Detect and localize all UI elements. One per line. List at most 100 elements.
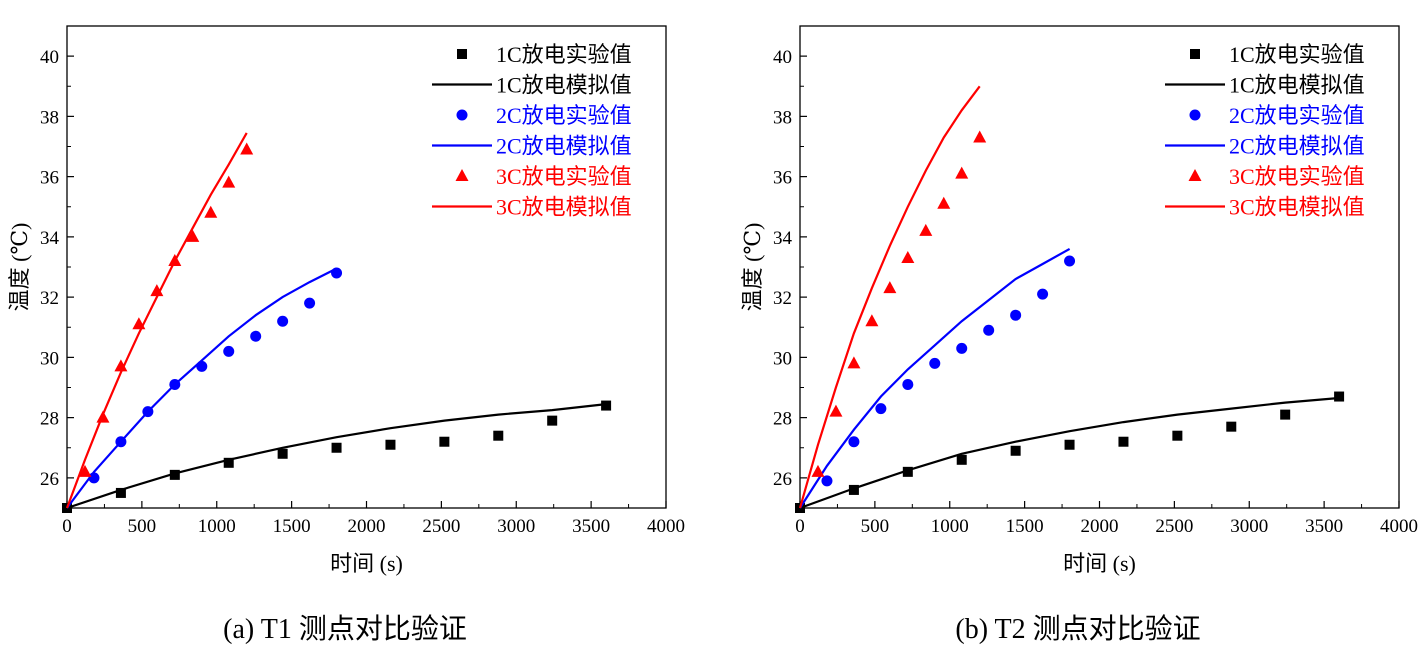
chart-a-data-point: [186, 229, 200, 242]
chart-a-data-point: [222, 175, 236, 188]
chart-a-y-tick-label: 26: [40, 469, 59, 490]
chart-a-x-tick-label: 3500: [572, 516, 610, 537]
chart-a-y-tick-label: 36: [40, 168, 59, 189]
chart-b-data-point: [901, 250, 915, 263]
chart-a-y-tick-label: 38: [40, 107, 59, 128]
chart-b-y-tick-label: 28: [773, 409, 792, 430]
chart-a-data-point: [493, 430, 504, 441]
chart-a-data-point: [240, 142, 254, 155]
chart-a-legend-marker: [457, 49, 467, 59]
chart-a-data-point: [331, 442, 342, 453]
chart-a-data-point: [114, 359, 128, 372]
chart-b-x-tick-label: 4000: [1380, 516, 1418, 537]
chart-b-data-point: [848, 436, 860, 448]
chart-b-data-point: [821, 475, 833, 487]
chart-a-y-tick-label: 34: [40, 228, 60, 249]
chart-b-x-tick-label: 0: [795, 516, 805, 537]
chart-b-y-axis-label: 温度 (℃): [740, 223, 765, 312]
chart-a-data-point: [304, 297, 316, 309]
chart-b-data-point: [1280, 409, 1291, 420]
chart-a-x-tick-label: 500: [128, 516, 157, 537]
chart-a-x-tick-label: 1500: [273, 516, 311, 537]
chart-b-data-point: [848, 484, 859, 495]
chart-b-data-point: [883, 281, 897, 294]
chart-a-legend-marker: [456, 109, 468, 121]
chart-a-data-point: [250, 330, 262, 342]
chart-a-data-point: [385, 439, 396, 450]
chart-b-series-line: [799, 247, 1071, 509]
chart-a-data-point: [601, 400, 612, 411]
chart-b-data-point: [865, 314, 879, 327]
chart-b-y-tick-label: 36: [773, 168, 792, 189]
chart-b-legend-marker: [1189, 109, 1201, 121]
chart-b-y-tick-label: 32: [773, 288, 792, 309]
chart-a-data-point: [223, 457, 234, 468]
chart-a-series-5: [65, 132, 248, 509]
chart-b-legend-label: 1C放电实验值: [1229, 42, 1365, 67]
chart-b-data-point: [1064, 255, 1076, 267]
chart-a-x-tick-label: 3000: [497, 516, 535, 537]
chart-a-data-point: [169, 469, 180, 480]
chart-b-data-point: [955, 166, 969, 179]
chart-b-y-tick-label: 38: [773, 107, 792, 128]
chart-b-svg: 0 500 1000 1500 2000 2500 3000 3500 4000 26 28 30 32…: [740, 25, 1418, 645]
chart-b-legend-label: 1C放电模拟值: [1229, 73, 1365, 98]
chart-b-data-point: [1172, 430, 1183, 441]
chart-b-caption: (b) T2 测点对比验证: [955, 613, 1200, 645]
chart-b-data-point: [929, 357, 941, 369]
chart-a-legend-label: 1C放电模拟值: [496, 73, 632, 98]
chart-a-y-tick-label: 30: [40, 348, 59, 369]
chart-a-data-point: [277, 448, 288, 459]
chart-b-legend-label: 2C放电实验值: [1229, 103, 1365, 128]
chart-panel-b: 0 500 1000 1500 2000 2500 3000 3500 4000 26 28 30 32…: [733, 0, 1427, 660]
chart-panel-a: 0 500 1000 1500 2000 2500 3000 3500 4000 26 28 30 32…: [0, 0, 713, 660]
chart-a-series-line: [66, 267, 338, 509]
chart-a-legend-marker: [455, 169, 469, 181]
chart-b-plot-frame: [799, 25, 1400, 509]
chart-a-data-point: [223, 345, 235, 357]
chart-a-legend-label: 2C放电模拟值: [496, 134, 632, 159]
chart-a-data-point: [204, 205, 218, 218]
chart-a-y-tick-label: 28: [40, 409, 59, 430]
chart-b-legend-marker: [1188, 169, 1202, 181]
chart-b-data-point: [902, 466, 913, 477]
chart-b-x-axis-label: 时间 (s): [1063, 551, 1136, 576]
chart-b-y-tick-label: 40: [773, 47, 792, 68]
chart-b-data-point: [956, 342, 968, 354]
chart-a-plot-frame: [66, 25, 667, 509]
chart-b-data-point: [829, 404, 843, 417]
chart-b-x-tick-label: 3500: [1305, 516, 1343, 537]
chart-b-legend-label: 3C放电实验值: [1229, 164, 1365, 189]
chart-a-series-3: [66, 267, 338, 509]
chart-a-series-line: [65, 132, 248, 509]
chart-b-series-3: [799, 247, 1071, 509]
chart-a-x-tick-label: 2000: [348, 516, 386, 537]
chart-a-legend-label: 3C放电实验值: [496, 164, 632, 189]
chart-a-data-point: [150, 284, 164, 297]
chart-b-series-5: [798, 85, 981, 509]
chart-a-series-line: [66, 403, 607, 510]
chart-a-x-tick-label: 4000: [647, 516, 685, 537]
chart-b-data-point: [956, 454, 967, 465]
chart-b-data-point: [1118, 436, 1129, 447]
chart-a-series-1: [66, 403, 607, 510]
chart-b-data-point: [937, 196, 951, 209]
chart-a-data-point: [78, 464, 92, 477]
chart-a-legend-label: 1C放电实验值: [496, 42, 632, 67]
chart-a-caption: (a) T1 测点对比验证: [223, 613, 467, 645]
chart-b-x-tick-label: 2500: [1155, 516, 1193, 537]
chart-b-legend-marker: [1190, 49, 1200, 59]
chart-a-y-tick-label: 40: [40, 47, 59, 68]
chart-a-x-axis-label: 时间 (s): [330, 551, 403, 576]
chart-b-data-point: [811, 464, 825, 477]
chart-b-x-tick-label: 2000: [1081, 516, 1119, 537]
chart-a-data-point: [547, 415, 558, 426]
chart-b-data-point: [1037, 288, 1049, 300]
chart-b-data-point: [973, 130, 987, 143]
chart-b-data-point: [1334, 391, 1345, 402]
chart-b-data-point: [1064, 439, 1075, 450]
chart-a-x-tick-label: 0: [62, 516, 72, 537]
chart-b-data-point: [847, 356, 861, 369]
chart-b-series-1: [799, 396, 1340, 510]
chart-a-series-0: [62, 400, 612, 513]
